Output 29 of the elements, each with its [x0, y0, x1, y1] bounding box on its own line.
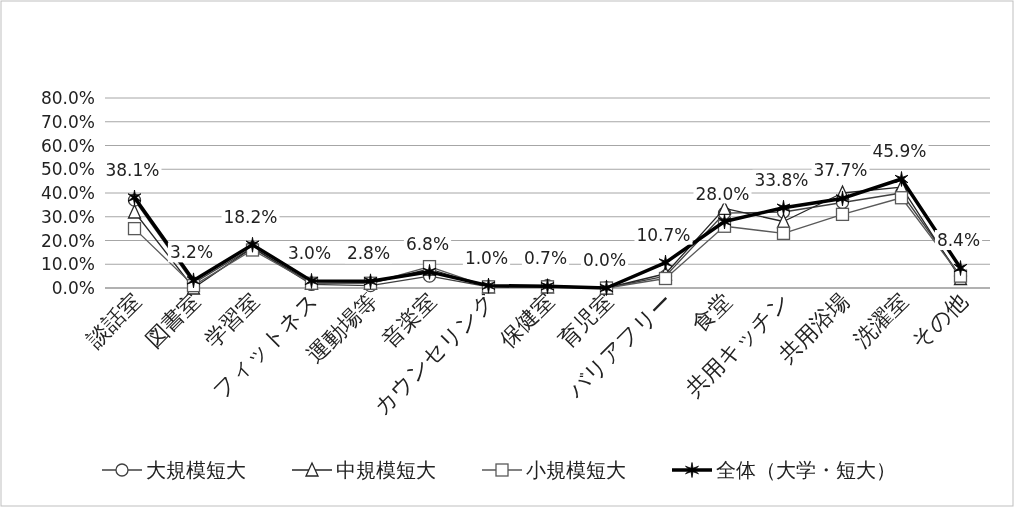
y-tick-label: 0.0% — [51, 278, 95, 298]
y-tick-label: 50.0% — [40, 159, 95, 180]
data-label: 8.4% — [936, 230, 981, 251]
y-tick-label: 30.0% — [40, 206, 95, 227]
data-label: 37.7% — [813, 160, 868, 181]
y-tick-label: 10.0% — [40, 254, 95, 275]
data-label: 1.0% — [464, 247, 509, 268]
data-label: 3.2% — [169, 242, 214, 263]
y-tick-label: 70.0% — [40, 111, 95, 132]
x-tick-label: 食堂 — [687, 287, 737, 337]
data-label: 38.1% — [105, 159, 160, 180]
data-label: 0.7% — [523, 248, 568, 269]
legend-label: 大規模短大 — [146, 458, 246, 482]
data-label: 28.0% — [695, 183, 750, 204]
legend-label: 中規模短大 — [336, 458, 436, 482]
data-label: 45.9% — [872, 140, 927, 161]
y-tick-label: 20.0% — [40, 230, 95, 251]
data-label: 33.8% — [754, 169, 809, 190]
data-label: 6.8% — [405, 233, 450, 254]
legend-label: 全体（大学・短大） — [716, 458, 896, 482]
data-label: 2.8% — [346, 243, 391, 264]
data-label: 18.2% — [223, 206, 278, 227]
legend-label: 小規模短大 — [526, 458, 626, 482]
data-label: 0.0% — [582, 250, 627, 270]
y-tick-label: 60.0% — [40, 135, 95, 156]
y-tick-label: 80.0% — [40, 88, 95, 108]
y-tick-label: 40.0% — [40, 183, 95, 203]
data-label: 3.0% — [287, 242, 332, 263]
data-label: 10.7% — [636, 224, 691, 245]
